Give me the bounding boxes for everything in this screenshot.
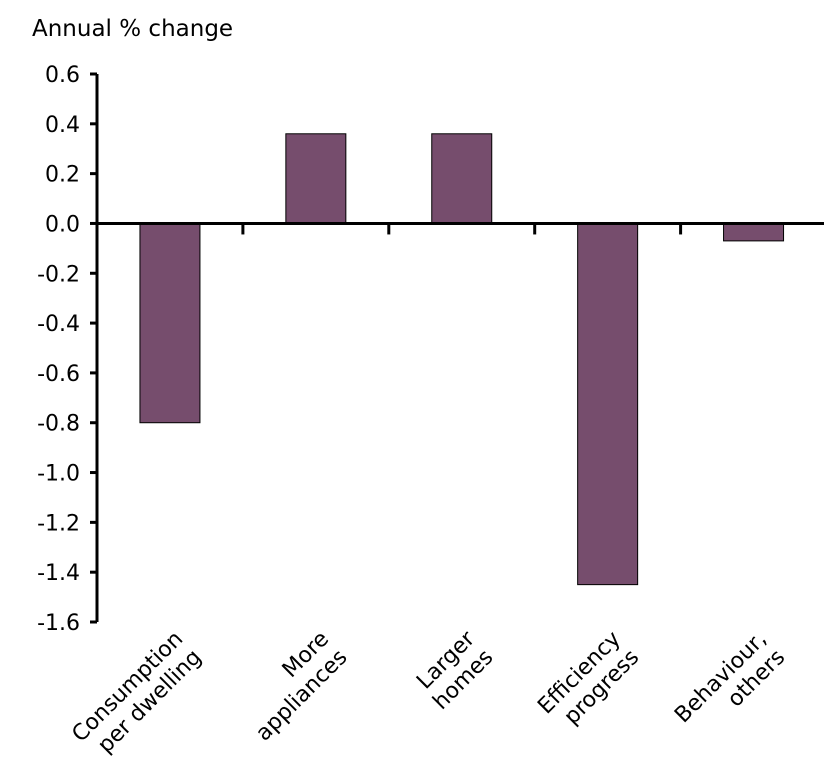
x-category-label: Behaviour,others: [670, 627, 790, 747]
y-tick-label: -0.8: [37, 412, 80, 437]
y-tick-label: 0.4: [45, 113, 80, 138]
bar: [285, 133, 347, 224]
bar: [431, 133, 493, 224]
bar: [139, 222, 201, 424]
y-tick-label: -0.4: [37, 312, 80, 337]
x-category-label: Largerhomes: [410, 626, 499, 715]
bars: [139, 133, 785, 586]
y-tick-label: -1.6: [37, 611, 80, 636]
y-tick-label: 0.2: [45, 163, 80, 188]
x-category-label: Efficiencyprogress: [533, 627, 644, 738]
y-axis-label: Annual % change: [32, 16, 233, 42]
y-axis: 0.6 0.4 0.2 0.0 -0.2 -0.4 -0.6 -0.8 -1.0 -1.2 -1.4…: [37, 63, 99, 636]
y-tick-label: 0.0: [45, 212, 80, 237]
y-tick-label: -1.2: [37, 511, 80, 536]
x-category-label: Moreappliances: [233, 627, 353, 747]
bar: [723, 222, 785, 242]
x-axis-categories: Consumptionper dwelling Moreappliances Lar…: [67, 626, 790, 766]
x-category-label: Consumptionper dwelling: [67, 627, 206, 766]
y-tick-label: -1.4: [37, 561, 80, 586]
y-tick-label: -0.6: [37, 362, 80, 387]
y-tick-label: 0.6: [45, 63, 80, 88]
bar: [577, 222, 639, 586]
x-axis: [97, 221, 824, 235]
y-tick-label: -1.0: [37, 462, 80, 487]
y-tick-label: -0.2: [37, 262, 80, 287]
